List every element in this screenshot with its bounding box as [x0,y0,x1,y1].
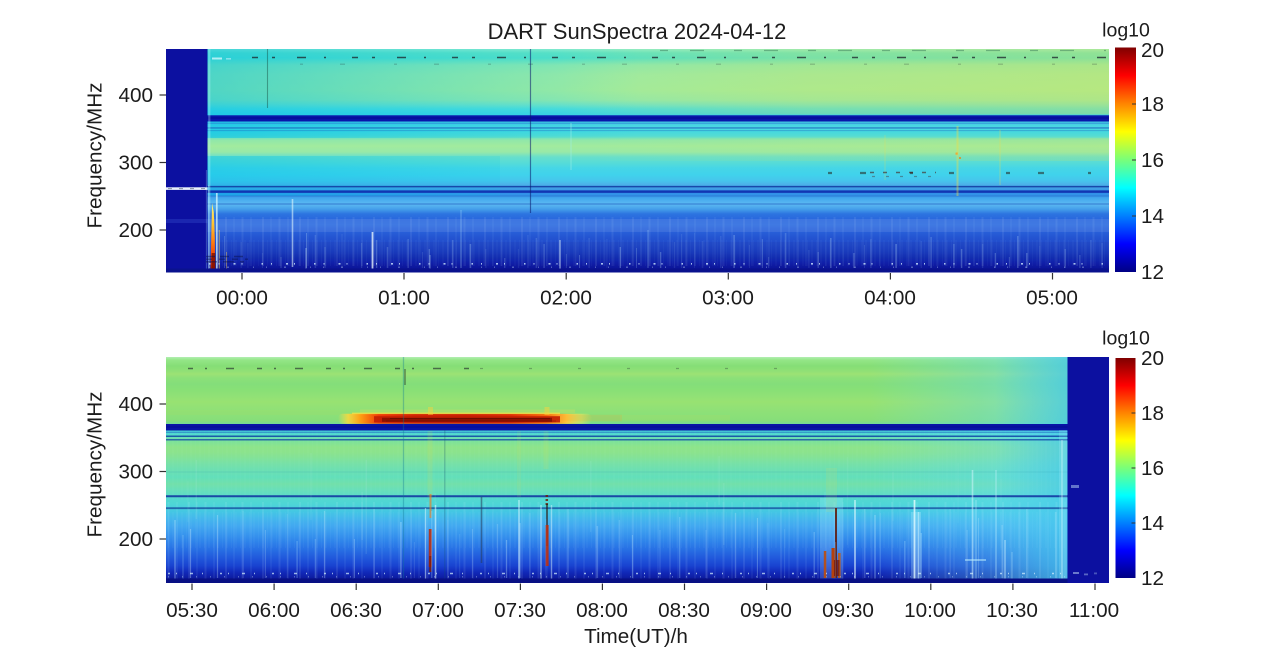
svg-text:Frequency/MHz: Frequency/MHz [84,391,107,537]
svg-text:01:00: 01:00 [378,287,430,310]
svg-text:DART SunSpectra 2024-04-12: DART SunSpectra 2024-04-12 [488,19,787,44]
svg-text:03:00: 03:00 [702,287,754,310]
svg-text:14: 14 [1141,512,1164,535]
svg-text:Frequency/MHz: Frequency/MHz [84,82,107,228]
svg-text:02:00: 02:00 [540,287,592,310]
svg-text:09:30: 09:30 [822,599,874,622]
svg-text:05:00: 05:00 [1026,287,1078,310]
svg-text:09:00: 09:00 [740,599,792,622]
svg-text:08:00: 08:00 [576,599,628,622]
svg-text:08:30: 08:30 [658,599,710,622]
svg-text:16: 16 [1141,457,1164,480]
svg-text:log10: log10 [1102,20,1150,42]
svg-text:06:30: 06:30 [330,599,382,622]
svg-text:00:00: 00:00 [216,287,268,310]
svg-text:14: 14 [1141,205,1164,228]
svg-text:200: 200 [118,528,153,551]
svg-text:300: 300 [118,461,153,484]
svg-text:07:30: 07:30 [494,599,546,622]
svg-text:18: 18 [1141,402,1164,425]
svg-text:300: 300 [118,152,153,175]
svg-text:06:00: 06:00 [248,599,300,622]
svg-text:07:00: 07:00 [412,599,464,622]
svg-text:400: 400 [118,393,153,416]
svg-text:04:00: 04:00 [864,287,916,310]
svg-text:10:30: 10:30 [986,599,1038,622]
svg-text:16: 16 [1141,149,1164,172]
svg-text:log10: log10 [1102,328,1150,350]
svg-text:11:00: 11:00 [1069,599,1119,622]
svg-text:20: 20 [1141,347,1164,370]
svg-text:20: 20 [1141,39,1164,62]
svg-text:05:30: 05:30 [166,599,218,622]
svg-text:12: 12 [1141,567,1164,590]
svg-text:400: 400 [118,84,153,107]
svg-text:18: 18 [1141,93,1164,116]
svg-text:12: 12 [1141,261,1164,284]
svg-text:200: 200 [118,219,153,242]
svg-text:10:00: 10:00 [904,599,956,622]
svg-text:Time(UT)/h: Time(UT)/h [584,625,688,648]
